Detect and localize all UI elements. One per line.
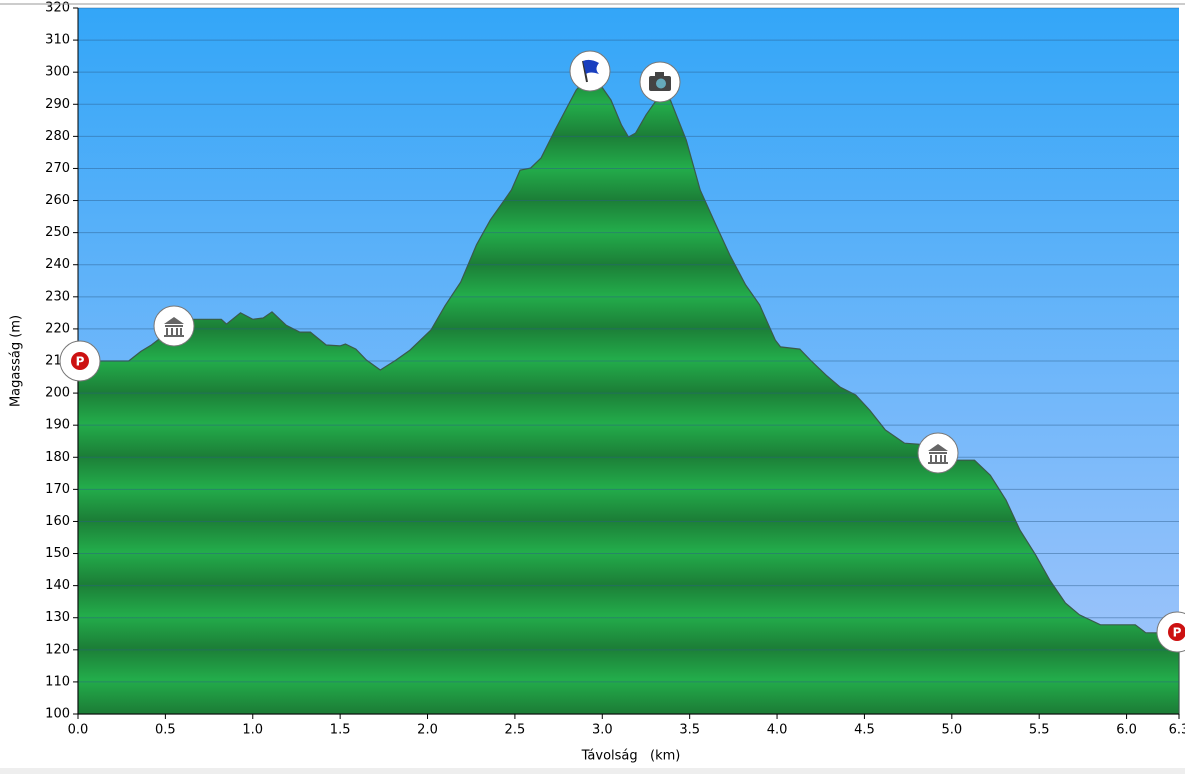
y-tick-label: 280: [45, 129, 70, 144]
x-axis-title: Távolság (km): [581, 749, 681, 764]
y-tick-label: 150: [45, 546, 70, 561]
x-tick-label: 5.5: [1029, 723, 1050, 738]
parking-icon: P: [59, 340, 101, 382]
y-tick-label: 300: [45, 65, 70, 80]
y-tick-label: 220: [45, 321, 70, 336]
x-tick-label: 5.0: [941, 723, 962, 738]
x-tick-label: 1.5: [330, 723, 351, 738]
x-tick-label: 3.5: [679, 723, 700, 738]
x-tick-label: 6.3: [1169, 723, 1185, 738]
y-tick-label: 140: [45, 578, 70, 593]
waypoints: P P: [59, 50, 1185, 653]
y-tick-label: 130: [45, 610, 70, 625]
footer-strip: [0, 768, 1185, 774]
y-tick-label: 170: [45, 482, 70, 497]
y-tick-label: 250: [45, 225, 70, 240]
x-tick-label: 3.0: [592, 723, 613, 738]
y-tick-label: 120: [45, 642, 70, 657]
x-tick-label: 1.0: [242, 723, 263, 738]
y-tick-label: 260: [45, 193, 70, 208]
x-tick-label: 0.0: [68, 723, 89, 738]
y-tick-label: 320: [45, 1, 70, 16]
x-tick-label: 2.0: [417, 723, 438, 738]
y-tick-label: 240: [45, 257, 70, 272]
x-tick-label: 4.5: [854, 723, 875, 738]
flag-icon: [569, 50, 611, 92]
x-tick-label: 0.5: [155, 723, 176, 738]
x-tick-label: 4.0: [767, 723, 788, 738]
x-tick-label: 6.0: [1116, 723, 1137, 738]
y-tick-label: 100: [45, 707, 70, 722]
y-axis-title: Magasság (m): [9, 315, 24, 407]
x-tick-label: 2.5: [505, 723, 526, 738]
parking-icon: P: [1156, 611, 1185, 653]
y-tick-label: 160: [45, 514, 70, 529]
y-tick-label: 290: [45, 97, 70, 112]
y-tick-label: 270: [45, 161, 70, 176]
elevation-area: [77, 79, 1180, 715]
building-icon: [917, 432, 959, 474]
building-icon: [153, 305, 195, 347]
y-tick-label: 110: [45, 674, 70, 689]
plot-area: [77, 7, 1180, 715]
svg-text:P: P: [76, 355, 85, 369]
y-tick-label: 190: [45, 418, 70, 433]
y-tick-label: 230: [45, 289, 70, 304]
y-tick-label: 180: [45, 450, 70, 465]
svg-text:P: P: [1173, 626, 1182, 640]
y-tick-label: 200: [45, 386, 70, 401]
camera-icon: [639, 61, 681, 103]
y-tick-label: 310: [45, 33, 70, 48]
